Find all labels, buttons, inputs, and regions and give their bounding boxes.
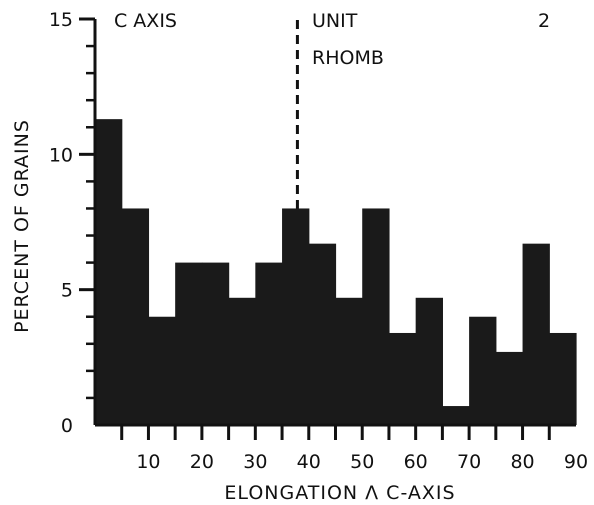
bar-75 — [495, 351, 524, 425]
bar-65 — [442, 406, 470, 425]
y-tick-label: 0 — [61, 415, 73, 437]
annotation-number: 2 — [538, 10, 550, 32]
bar-50 — [362, 208, 390, 425]
x-tick-label: 80 — [510, 451, 534, 473]
y-ticks-group: 0 5 10 15 — [49, 9, 95, 437]
y-axis-title: PERCENT OF GRAINS — [11, 119, 33, 333]
x-tick-label: 70 — [457, 451, 481, 473]
bar-70 — [469, 316, 497, 425]
annotation-rhomb: RHOMB — [312, 47, 384, 69]
x-axis-title: ELONGATION Λ C-AXIS — [224, 482, 455, 504]
y-tick-label: 15 — [49, 9, 73, 31]
annotation-c-axis: C AXIS — [114, 10, 177, 32]
annotation-unit: UNIT — [312, 10, 358, 32]
x-tick-label: 20 — [190, 451, 214, 473]
x-ticks-group: 10 20 30 40 50 60 70 80 90 — [120, 425, 588, 473]
bar-60 — [415, 297, 443, 425]
bar-30 — [255, 262, 283, 425]
x-tick-label: 10 — [136, 451, 160, 473]
bar-5 — [121, 208, 150, 425]
x-tick-label: 90 — [564, 451, 588, 473]
x-tick-label: 50 — [350, 451, 374, 473]
bar-85 — [549, 332, 577, 425]
bar-80 — [522, 243, 550, 425]
bar-15 — [175, 262, 203, 425]
bar-0 — [95, 119, 123, 425]
bar-55 — [388, 332, 417, 425]
bar-35 — [282, 208, 310, 425]
x-tick-label: 40 — [297, 451, 321, 473]
x-tick-label: 30 — [243, 451, 267, 473]
bar-40 — [308, 243, 337, 425]
y-tick-label: 10 — [49, 144, 73, 166]
bars-group — [95, 119, 577, 425]
bar-10 — [148, 316, 176, 425]
bar-25 — [228, 297, 256, 425]
bar-20 — [201, 262, 230, 425]
x-tick-label: 60 — [404, 451, 428, 473]
bar-45 — [335, 297, 363, 425]
y-tick-label: 5 — [61, 280, 73, 302]
